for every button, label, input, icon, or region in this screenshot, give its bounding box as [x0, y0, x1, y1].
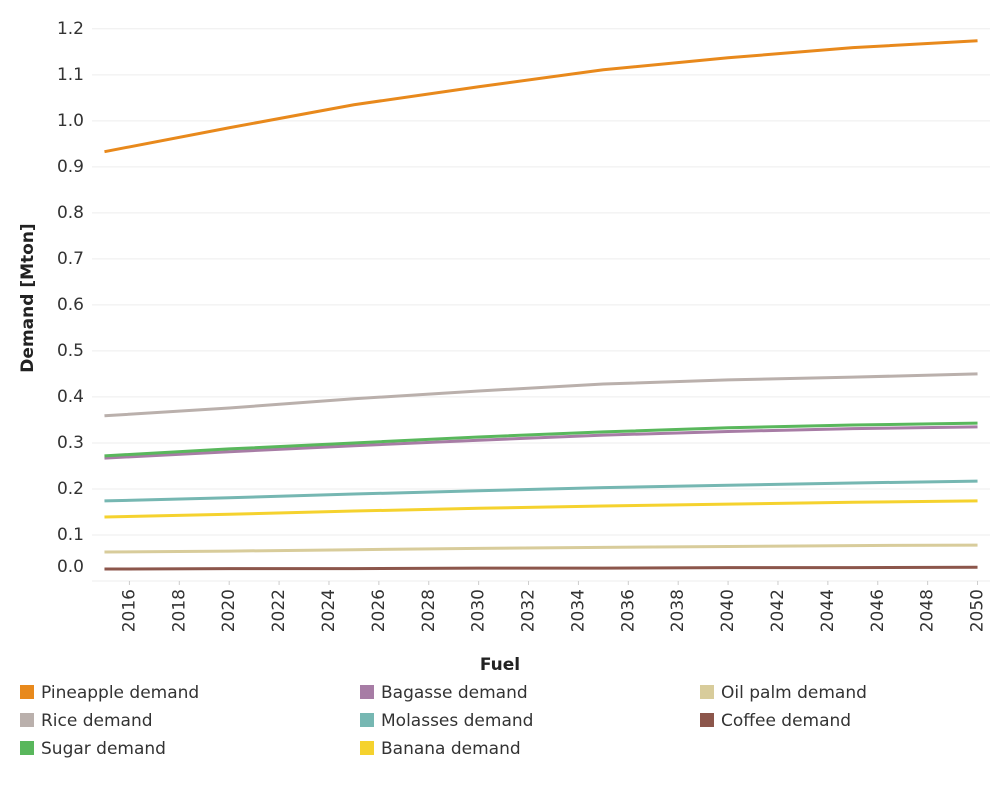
x-tick-label: 2040 — [718, 589, 738, 632]
y-tick-label: 0.2 — [57, 479, 84, 499]
x-tick-label: 2018 — [169, 589, 189, 632]
x-tick-label: 2044 — [818, 589, 838, 632]
legend-label: Rice demand — [41, 711, 153, 731]
legend-swatch — [20, 741, 34, 755]
series-line — [104, 372, 978, 418]
x-tick-label: 2050 — [968, 589, 988, 632]
x-tick-label: 2030 — [469, 589, 489, 632]
y-tick-label: 1.2 — [57, 19, 84, 39]
x-tick-label: 2028 — [419, 589, 439, 632]
series-line — [104, 565, 978, 571]
y-tick-label: 0.9 — [57, 157, 84, 177]
x-tick-label: 2042 — [768, 589, 788, 632]
series-line — [104, 39, 978, 154]
x-tick-label: 2048 — [918, 589, 938, 632]
x-tick-label: 2034 — [568, 589, 588, 632]
legend-swatch — [700, 713, 714, 727]
series-line — [104, 421, 978, 458]
x-tick-label: 2046 — [868, 589, 888, 632]
y-tick-label: 0.7 — [57, 249, 84, 269]
y-tick-label: 0.6 — [57, 295, 84, 315]
y-tick-label: 0.0 — [57, 557, 84, 577]
legend-label: Oil palm demand — [721, 683, 867, 703]
y-axis-label: Demand [Mton] — [18, 223, 38, 372]
series-line — [104, 499, 978, 519]
y-tick-label: 1.1 — [57, 65, 84, 85]
x-tick-label: 2036 — [618, 589, 638, 632]
legend-label: Molasses demand — [381, 711, 533, 731]
legend-swatch — [360, 713, 374, 727]
x-tick-label: 2020 — [219, 589, 239, 632]
y-tick-label: 0.5 — [57, 341, 84, 361]
x-tick-label: 2038 — [668, 589, 688, 632]
legend-swatch — [20, 713, 34, 727]
x-tick-label: 2026 — [369, 589, 389, 632]
y-tick-label: 1.0 — [57, 111, 84, 131]
legend-label: Sugar demand — [41, 739, 166, 759]
x-tick-label: 2024 — [319, 589, 339, 632]
y-tick-label: 0.8 — [57, 203, 84, 223]
x-tick-label: 2022 — [269, 589, 289, 632]
series-line — [104, 479, 978, 503]
y-tick-label: 0.1 — [57, 525, 84, 545]
legend-swatch — [360, 741, 374, 755]
legend-swatch — [360, 685, 374, 699]
y-tick-label: 0.3 — [57, 433, 84, 453]
legend-swatch — [700, 685, 714, 699]
x-tick-label: 2016 — [119, 589, 139, 632]
legend-label: Banana demand — [381, 739, 521, 759]
x-axis-label: Fuel — [480, 655, 520, 675]
legend-label: Pineapple demand — [41, 683, 199, 703]
legend-swatch — [20, 685, 34, 699]
legend-label: Coffee demand — [721, 711, 851, 731]
legend-label: Bagasse demand — [381, 683, 528, 703]
x-tick-label: 2032 — [519, 589, 539, 632]
series-line — [104, 425, 978, 460]
series-line — [104, 543, 978, 554]
y-tick-label: 0.4 — [57, 387, 84, 407]
